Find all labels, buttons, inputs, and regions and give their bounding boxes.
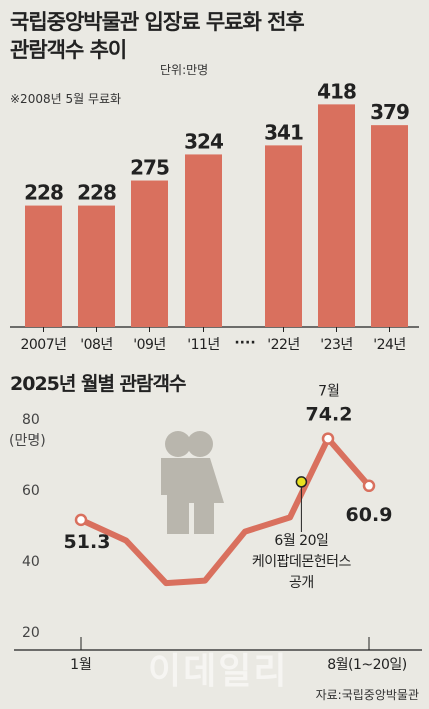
x-tick-label: '11년 <box>187 337 220 353</box>
bar <box>78 205 115 327</box>
axis-break-label: ···· <box>234 335 255 351</box>
data-point <box>362 479 376 493</box>
chart-title: 국립중앙박물관 입장료 무료화 전후 <box>10 10 305 34</box>
y-tick-label: 60 <box>22 483 40 499</box>
x-tick-label: 1월 <box>70 657 92 673</box>
watermark: 이데일리 <box>148 651 289 692</box>
note-label: ※2008년 5월 무료화 <box>10 92 122 106</box>
bar <box>25 205 62 327</box>
bar <box>371 125 408 328</box>
unit-label: 단위:만명 <box>160 63 209 77</box>
bar <box>131 180 168 327</box>
x-tick-label: 8월(1~20일) <box>327 657 407 673</box>
data-point <box>74 513 88 527</box>
bar-value-label: 228 <box>77 181 116 205</box>
bar-value-label: 418 <box>317 79 356 103</box>
icon-head <box>187 431 213 457</box>
x-tick-label: '22년 <box>267 337 300 353</box>
y-tick-label: 20 <box>22 625 40 641</box>
annotation-line: 6월 20일 <box>274 533 328 549</box>
x-tick-label: '08년 <box>80 337 113 353</box>
bar <box>265 145 302 327</box>
data-line <box>78 435 372 587</box>
y-tick-label: 80 <box>22 412 40 428</box>
point-value-label: 74.2 <box>306 404 353 426</box>
y-tick-label: 40 <box>22 554 40 570</box>
chart-title-line2: 관람객수 추이 <box>10 38 127 62</box>
bar-value-label: 324 <box>184 129 223 153</box>
point-value-label: 51.3 <box>64 531 111 553</box>
source-label: 자료:국립중앙박물관 <box>315 688 419 702</box>
x-tick-label: '09년 <box>133 337 166 353</box>
bar-value-label: 341 <box>264 120 303 144</box>
line-chart-title: 2025년 월별 관람객수 <box>10 373 186 395</box>
family-icon <box>161 431 224 534</box>
bar <box>318 104 355 327</box>
bar-value-label: 379 <box>370 100 409 124</box>
icon-head <box>165 431 191 457</box>
point-value-label: 60.9 <box>346 504 393 526</box>
icon-body <box>184 458 224 534</box>
annotation-line: 공개 <box>289 575 314 591</box>
bar <box>185 154 222 327</box>
x-tick-label: '24년 <box>373 337 406 353</box>
y-axis-unit: (만명) <box>9 433 46 449</box>
highlight-marker <box>295 476 308 488</box>
bar-chart: 228 2007년 228 '08년 275 '09년 324 '11년 341 '22년 418 '… <box>10 79 419 353</box>
bar-value-label: 228 <box>24 181 63 205</box>
x-tick-label: 2007년 <box>20 337 66 353</box>
data-point <box>321 432 335 445</box>
point-month-label: 7월 <box>318 384 340 400</box>
x-tick-label: '23년 <box>320 337 353 353</box>
annotation-line: 케이팝데몬헌터스 <box>252 554 352 570</box>
bar-value-label: 275 <box>130 156 169 180</box>
